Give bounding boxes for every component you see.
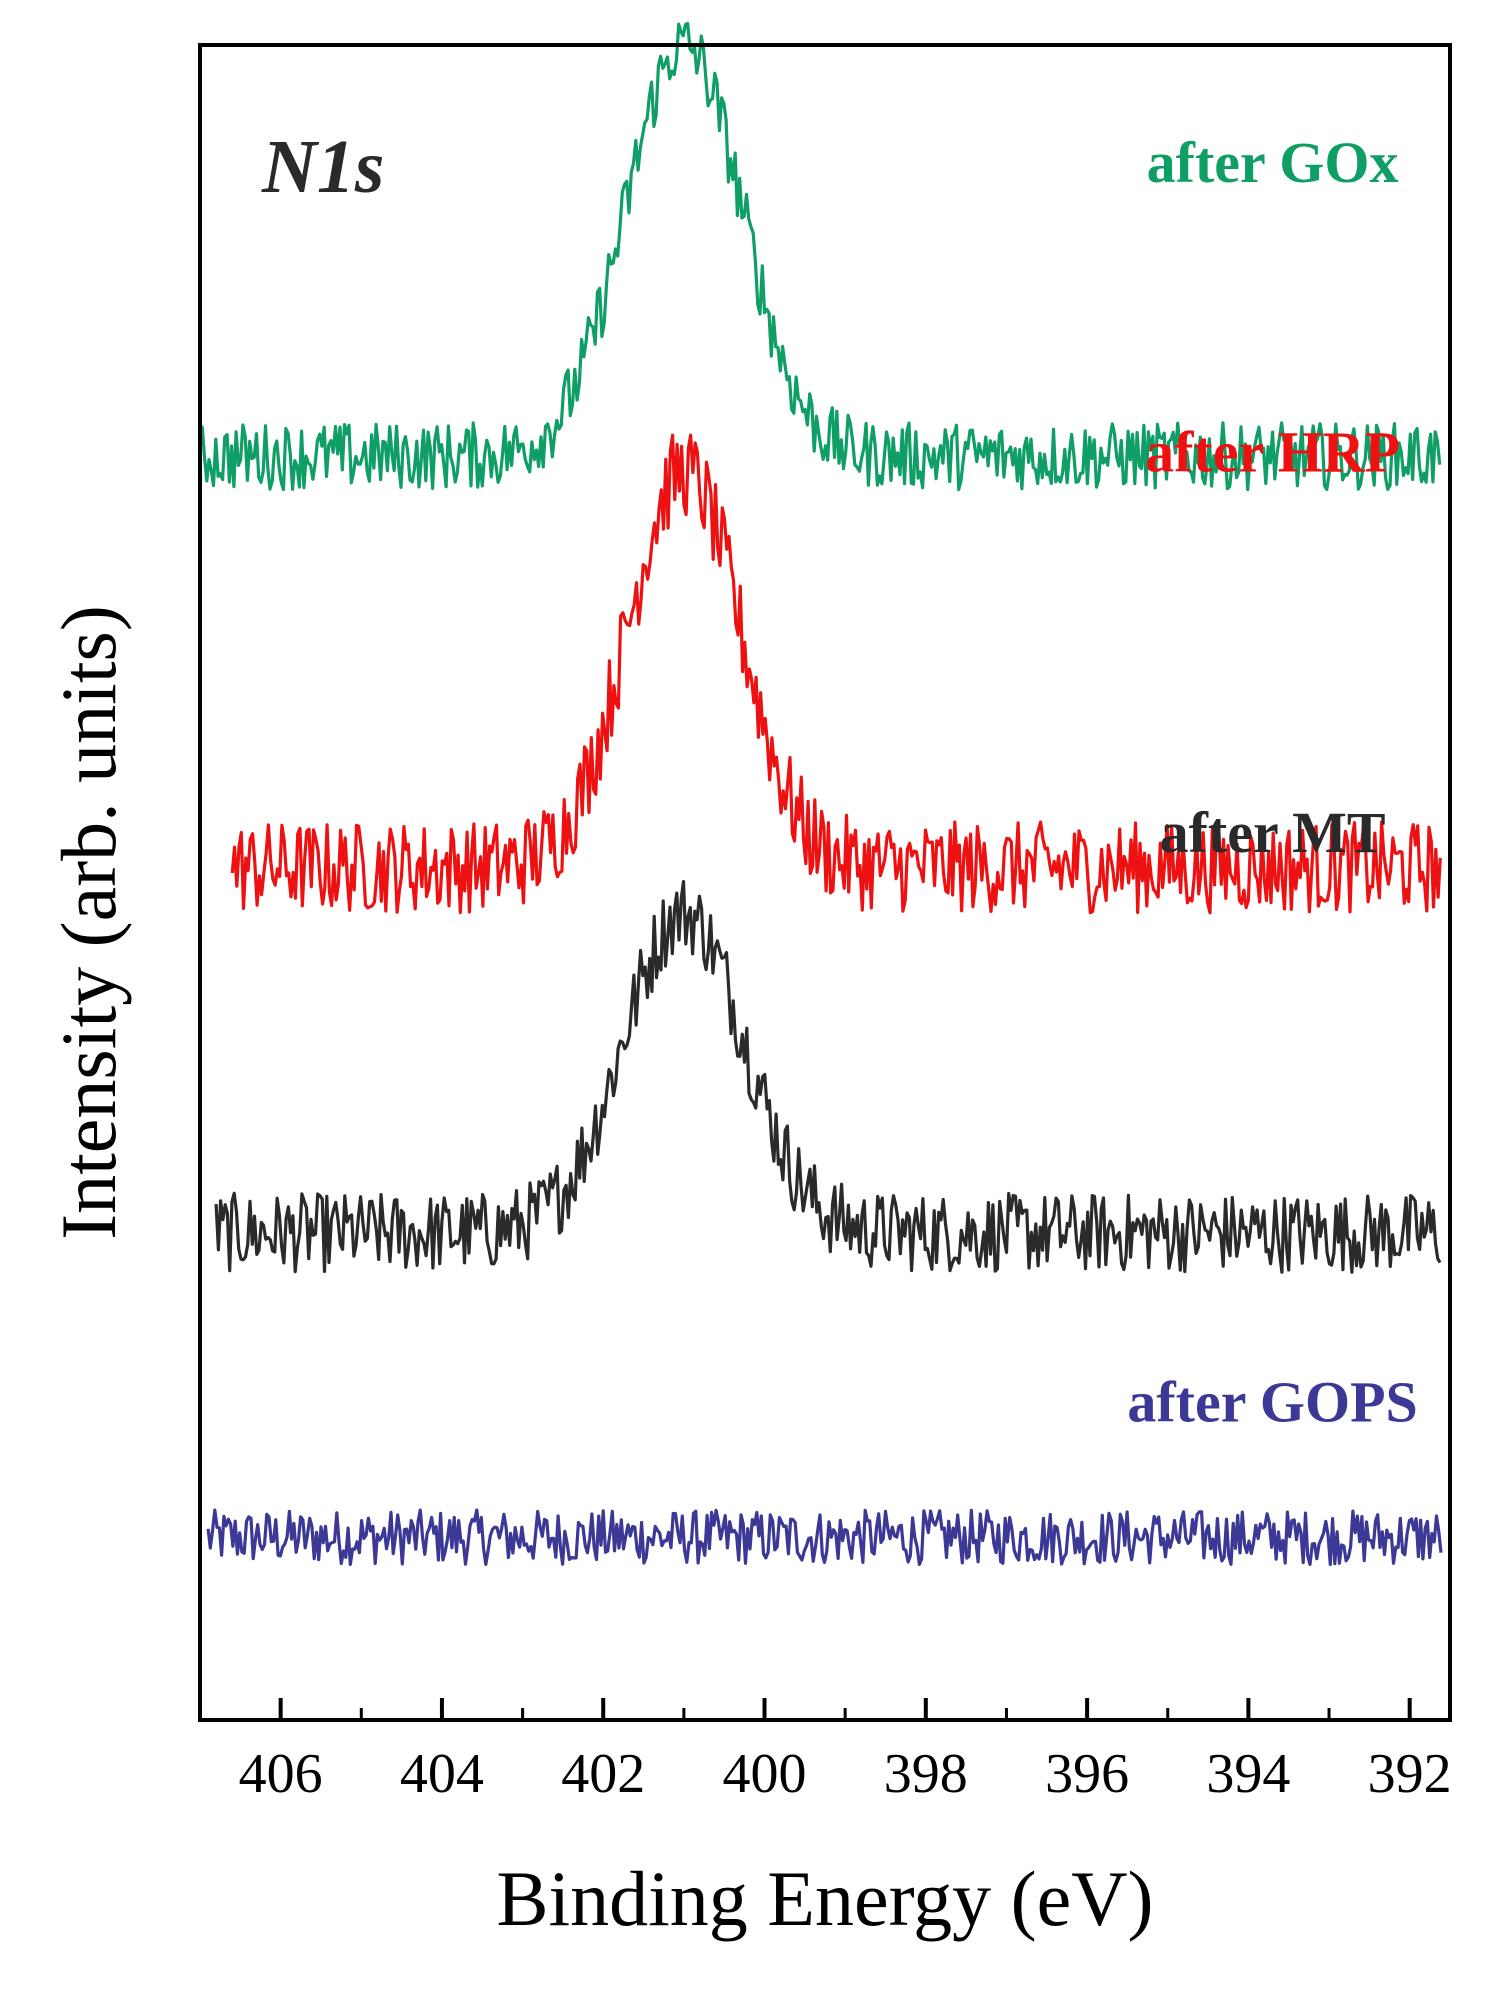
series-line-after-hrp	[230, 433, 1442, 915]
series-label-after-gox: after GOx	[1147, 130, 1399, 195]
series-label-after-mt: after MT	[1160, 800, 1386, 865]
x-tick-label: 404	[400, 1743, 484, 1805]
x-tick-label: 392	[1368, 1743, 1452, 1805]
series-labels: after GOx after HRP after MT after GOPS	[1127, 130, 1417, 1435]
panel-label: N1s	[261, 125, 384, 209]
x-tick-label: 398	[884, 1743, 968, 1805]
series-label-after-gops: after GOPS	[1127, 1370, 1417, 1435]
x-tick-label: 406	[239, 1743, 323, 1805]
x-tick-label: 400	[723, 1743, 807, 1805]
plot-frame	[198, 43, 1452, 1722]
series-label-after-hrp: after HRP	[1145, 419, 1400, 484]
series-line-after-mt	[214, 879, 1442, 1274]
series-line-after-gops	[206, 1508, 1443, 1567]
series-layer	[198, 21, 1443, 1567]
series-line-after-gox	[198, 21, 1442, 492]
x-axis-ticks: 406 404 402 400 398 396 394 392	[198, 1698, 1452, 1805]
x-tick-label: 394	[1206, 1743, 1290, 1805]
x-axis-title: Binding Energy (eV)	[496, 1855, 1153, 1942]
x-tick-label: 402	[561, 1743, 645, 1805]
x-tick-label: 396	[1045, 1743, 1129, 1805]
y-axis-title: Intensity (arb. units)	[45, 605, 132, 1240]
